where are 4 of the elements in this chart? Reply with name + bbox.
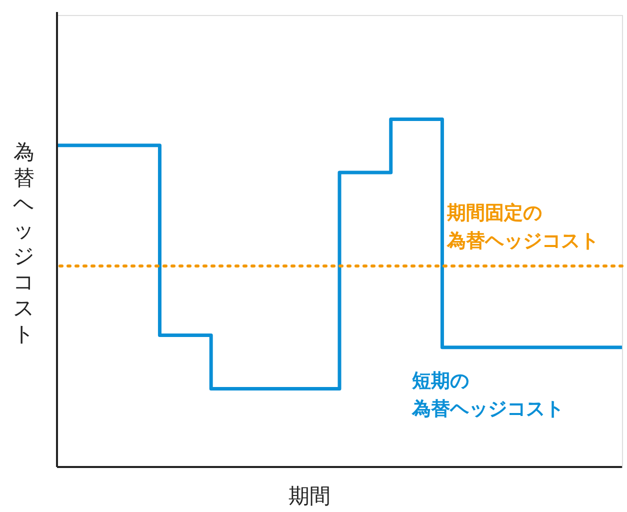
series-label: 短期の為替ヘッジコスト bbox=[411, 370, 564, 420]
x-axis-title: 期間 bbox=[288, 484, 330, 508]
y-axis-title: 為替ヘッジコスト bbox=[13, 140, 35, 346]
ref-line-label: 期間固定の為替ヘッジコスト bbox=[446, 202, 599, 252]
